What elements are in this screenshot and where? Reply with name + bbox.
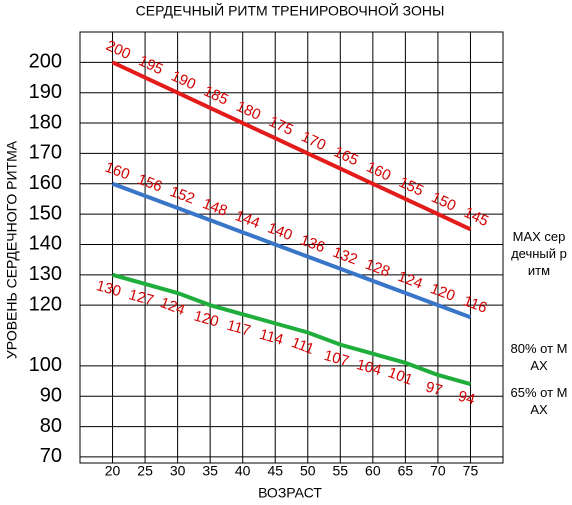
legend-label: MAX сердечный ритм bbox=[511, 229, 567, 278]
y-tick-label: 70 bbox=[40, 445, 62, 467]
y-tick-label: 180 bbox=[29, 111, 62, 133]
series-line bbox=[111, 60, 472, 232]
plot-frame bbox=[79, 31, 504, 464]
y-tick-label: 120 bbox=[29, 293, 62, 315]
legend-label: 65% от MAX bbox=[510, 385, 568, 417]
data-label: 130 bbox=[94, 277, 123, 300]
y-tick-label: 100 bbox=[29, 354, 62, 376]
data-label: 94 bbox=[456, 388, 477, 409]
x-tick-label: 50 bbox=[300, 463, 316, 479]
data-label: 120 bbox=[192, 308, 221, 331]
x-tick-label: 70 bbox=[430, 463, 446, 479]
x-tick-label: 75 bbox=[463, 463, 479, 479]
data-label: 160 bbox=[103, 159, 132, 184]
x-tick-label: 45 bbox=[267, 463, 283, 479]
y-tick-label: 90 bbox=[40, 385, 62, 407]
data-label: 117 bbox=[225, 317, 253, 340]
legend-label: 80% от MAX bbox=[510, 341, 568, 373]
x-tick-label: 25 bbox=[137, 463, 153, 479]
data-label: 107 bbox=[322, 347, 351, 370]
y-tick-label: 190 bbox=[29, 81, 62, 103]
data-label: 111 bbox=[289, 334, 316, 358]
y-tick-label: 80 bbox=[40, 415, 62, 437]
chart-title: СЕРДЕЧНЫЙ РИТМ ТРЕНИРОВОЧНОЙ ЗОНЫ bbox=[136, 2, 445, 19]
y-tick-label: 140 bbox=[29, 233, 62, 255]
data-label: 116 bbox=[461, 292, 489, 316]
x-tick-label: 55 bbox=[333, 463, 349, 479]
y-axis-label: УРОВЕНЬ СЕРДЕЧНОГО РИТМА bbox=[4, 140, 20, 359]
x-tick-label: 30 bbox=[170, 463, 186, 479]
data-label: 104 bbox=[355, 356, 384, 379]
x-axis-label: ВОЗРАСТ bbox=[258, 485, 322, 501]
x-tick-label: 35 bbox=[202, 463, 218, 479]
data-label: 114 bbox=[258, 326, 286, 349]
x-tick-label: 65 bbox=[398, 463, 414, 479]
data-label: 200 bbox=[103, 37, 133, 63]
data-label: 97 bbox=[424, 378, 445, 399]
y-tick-label: 200 bbox=[29, 51, 62, 73]
data-label: 101 bbox=[386, 364, 415, 389]
data-label: 127 bbox=[127, 286, 156, 309]
series-line bbox=[111, 181, 472, 320]
y-tick-label: 160 bbox=[29, 172, 62, 194]
x-tick-label: 20 bbox=[105, 463, 121, 479]
y-tick-label: 130 bbox=[29, 263, 62, 285]
x-tick-label: 40 bbox=[235, 463, 251, 479]
data-label: 124 bbox=[158, 294, 187, 319]
x-tick-label: 60 bbox=[365, 463, 381, 479]
series-line bbox=[111, 272, 472, 387]
y-tick-label: 170 bbox=[29, 142, 62, 164]
y-tick-label: 150 bbox=[29, 202, 62, 224]
